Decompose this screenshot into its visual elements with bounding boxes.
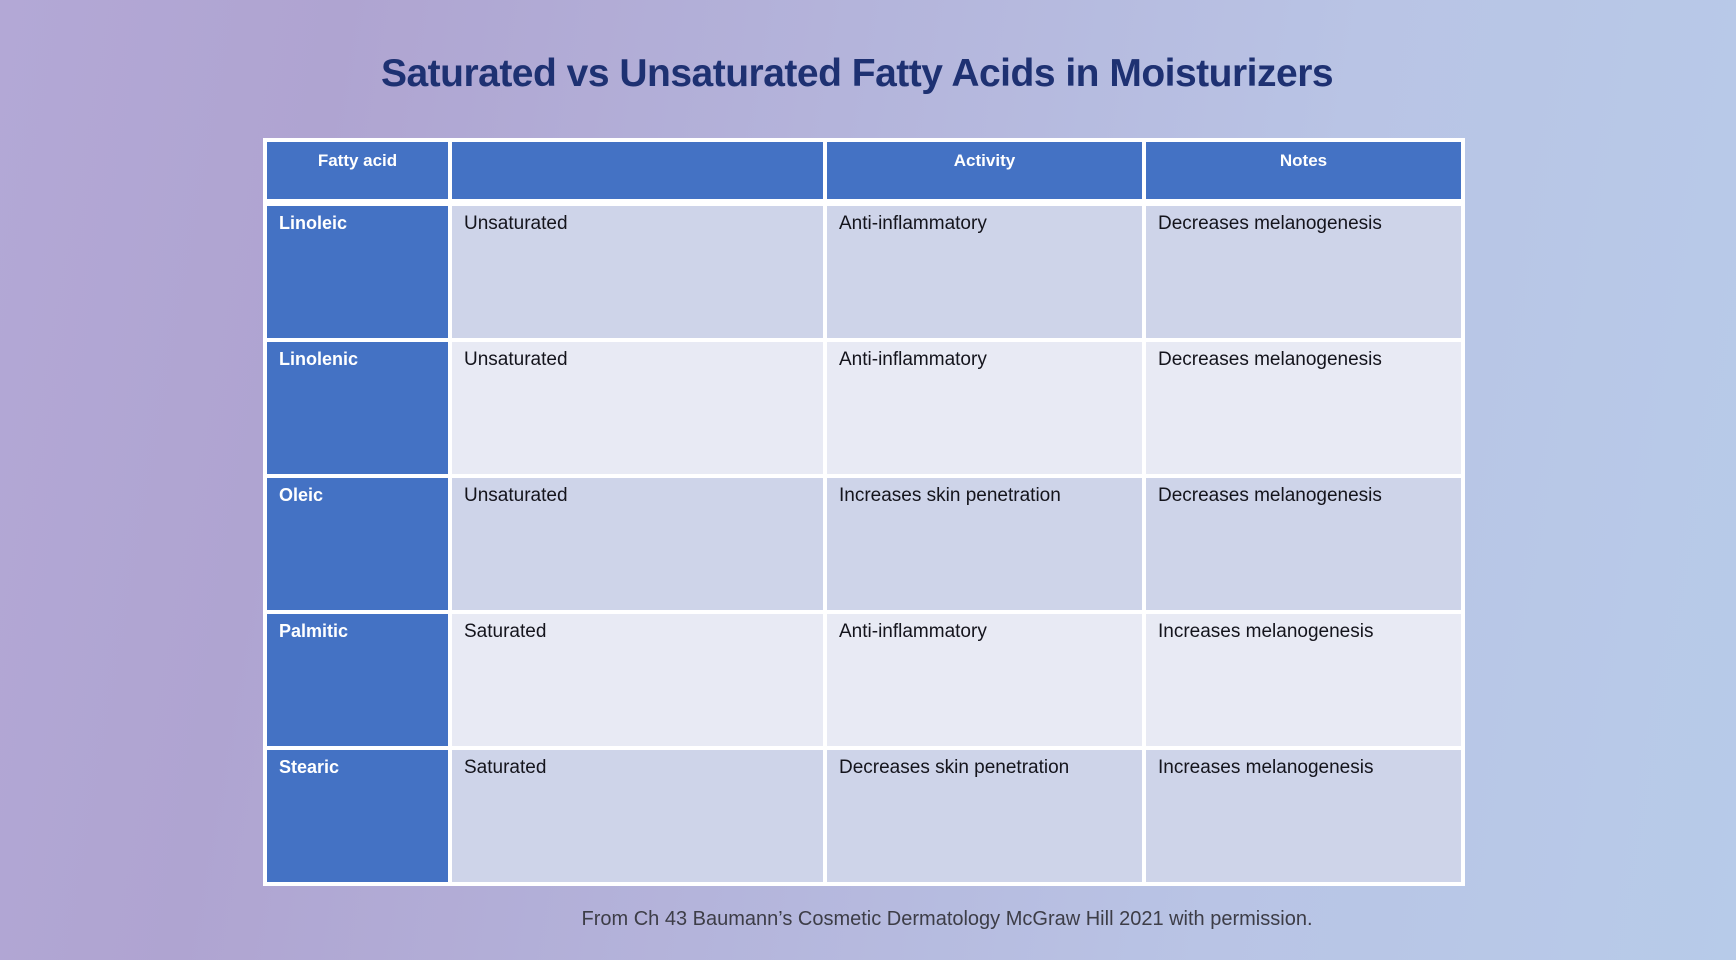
column-header-saturation [452,142,823,202]
cell-saturation: Unsaturated [452,206,823,338]
row-name-linolenic: Linolenic [267,342,448,474]
cell-saturation: Saturated [452,750,823,882]
row-name-palmitic: Palmitic [267,614,448,746]
cell-notes: Decreases melanogenesis [1146,342,1461,474]
row-name-stearic: Stearic [267,750,448,882]
attribution-text: From Ch 43 Baumann’s Cosmetic Dermatolog… [581,908,1313,930]
row-name-oleic: Oleic [267,478,448,610]
table-header-row: Fatty acid Activity Notes [267,142,1461,202]
cell-notes: Increases melanogenesis [1146,614,1461,746]
cell-notes: Increases melanogenesis [1146,750,1461,882]
cell-saturation: Saturated [452,614,823,746]
cell-saturation: Unsaturated [452,342,823,474]
table-row: Linolenic Unsaturated Anti-inflammatory … [267,342,1461,474]
fatty-acids-table: Fatty acid Activity Notes Linoleic Unsat… [263,138,1465,886]
table-row: Stearic Saturated Decreases skin penetra… [267,750,1461,882]
cell-notes: Decreases melanogenesis [1146,478,1461,610]
table-row: Linoleic Unsaturated Anti-inflammatory D… [267,206,1461,338]
cell-activity: Anti-inflammatory [827,206,1142,338]
cell-notes: Decreases melanogenesis [1146,206,1461,338]
cell-activity: Anti-inflammatory [827,614,1142,746]
table-row: Palmitic Saturated Anti-inflammatory Inc… [267,614,1461,746]
column-header-fatty-acid: Fatty acid [267,142,448,202]
column-header-notes: Notes [1146,142,1461,202]
table-row: Oleic Unsaturated Increases skin penetra… [267,478,1461,610]
row-name-linoleic: Linoleic [267,206,448,338]
cell-saturation: Unsaturated [452,478,823,610]
column-header-activity: Activity [827,142,1142,202]
cell-activity: Decreases skin penetration [827,750,1142,882]
cell-activity: Anti-inflammatory [827,342,1142,474]
cell-activity: Increases skin penetration [827,478,1142,610]
page-title: Saturated vs Unsaturated Fatty Acids in … [380,52,1334,95]
